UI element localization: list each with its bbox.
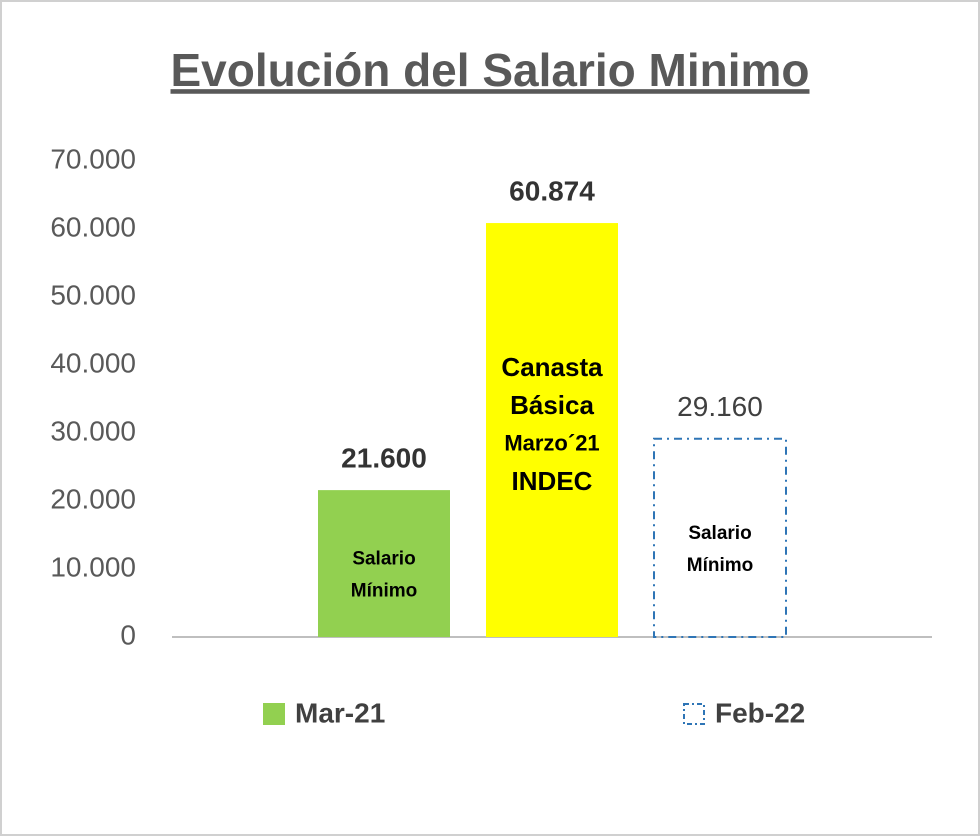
bar [486,223,618,637]
legend-label: Mar-21 [295,697,385,728]
y-tick-label: 0 [120,619,136,650]
y-tick-label: 10.000 [50,551,136,582]
y-tick-label: 60.000 [50,211,136,242]
value-label: 60.874 [509,175,595,206]
bar-label: Salario [688,523,751,544]
legend-label: Feb-22 [715,697,805,728]
legend-swatch [263,703,285,725]
chart-title: Evolución del Salario Minimo [171,44,810,96]
bar-label: Básica [510,390,594,420]
bar-label: Mínimo [351,581,418,602]
y-tick-label: 40.000 [50,347,136,378]
bar-label: Mínimo [687,555,754,576]
value-label: 21.600 [341,443,427,474]
legend-swatch [683,703,705,725]
y-tick-label: 20.000 [50,483,136,514]
bar-label: Canasta [501,352,603,382]
bar [318,490,450,637]
bar-label: Marzo´21 [504,431,599,456]
bar-label: Salario [352,549,415,570]
bar-label: INDEC [512,466,593,496]
bar [653,437,787,638]
value-label: 29.160 [677,391,763,422]
y-tick-label: 70.000 [50,143,136,174]
y-tick-label: 30.000 [50,415,136,446]
y-tick-label: 50.000 [50,279,136,310]
